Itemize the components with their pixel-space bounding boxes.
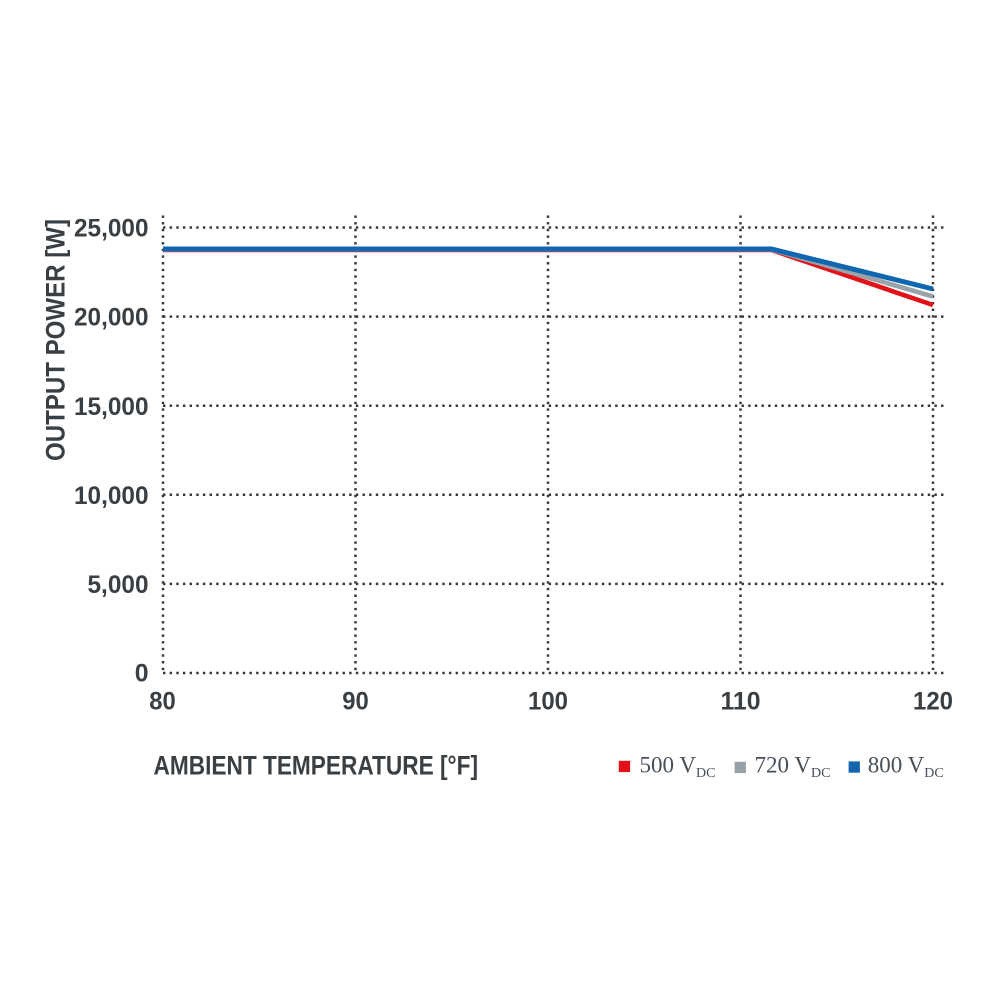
svg-text:5,000: 5,000 — [88, 571, 149, 599]
svg-text:0: 0 — [135, 660, 149, 688]
svg-text:110: 110 — [721, 688, 761, 716]
svg-text:10,000: 10,000 — [74, 482, 149, 510]
svg-text:100: 100 — [528, 688, 568, 716]
svg-text:OUTPUT POWER [W]: OUTPUT POWER [W] — [41, 219, 71, 461]
svg-text:120: 120 — [913, 688, 953, 716]
svg-text:90: 90 — [342, 688, 369, 716]
svg-text:20,000: 20,000 — [74, 304, 149, 332]
svg-text:AMBIENT TEMPERATURE [°F]: AMBIENT TEMPERATURE [°F] — [154, 751, 479, 781]
svg-text:15,000: 15,000 — [74, 393, 149, 421]
svg-text:25,000: 25,000 — [74, 215, 149, 243]
svg-text:80: 80 — [149, 688, 176, 716]
